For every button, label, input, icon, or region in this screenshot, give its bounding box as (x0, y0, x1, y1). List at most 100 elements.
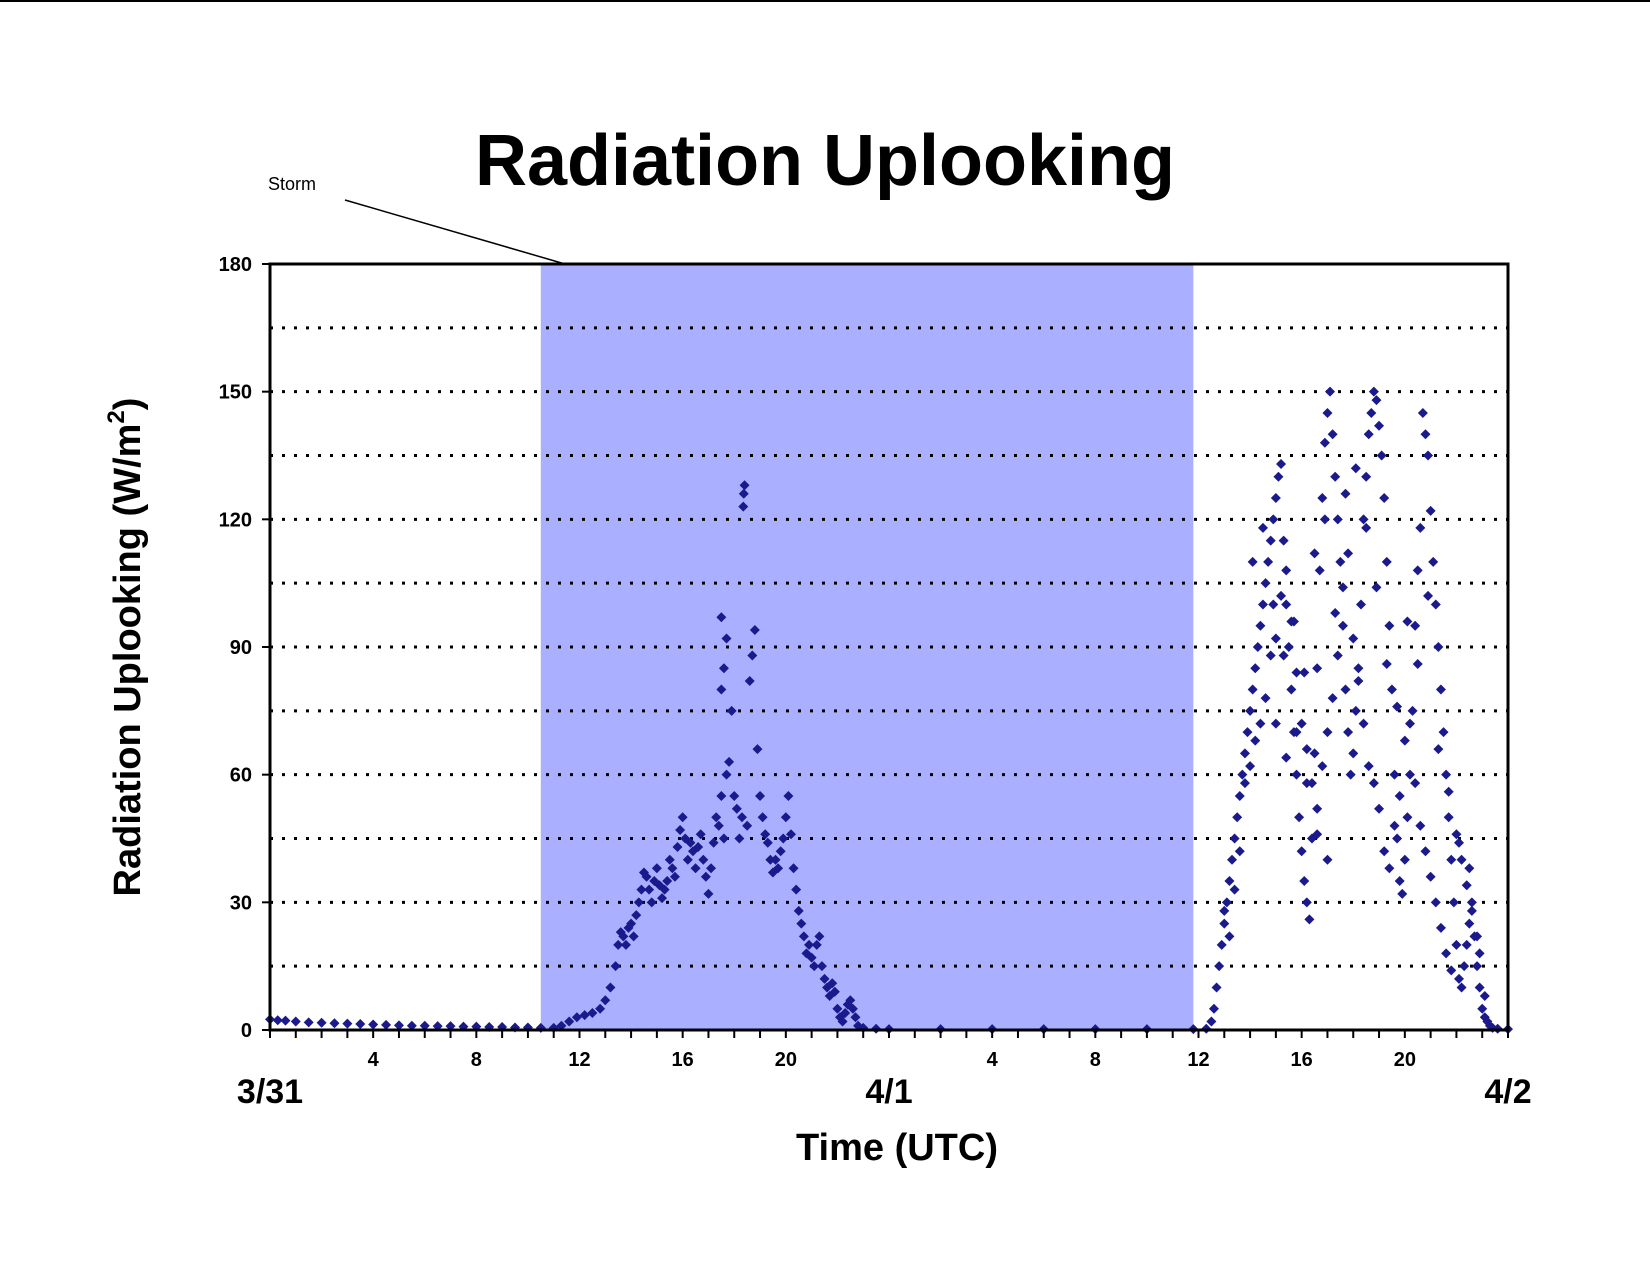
data-point (1219, 905, 1230, 916)
data-point (1420, 429, 1431, 440)
data-point (1423, 590, 1434, 601)
data-point (303, 1017, 314, 1028)
data-point (1451, 829, 1462, 840)
data-point (765, 854, 776, 865)
data-point (721, 769, 732, 780)
data-point (659, 884, 670, 895)
data-point (1237, 769, 1248, 780)
y-tick-label: 150 (219, 382, 252, 404)
grid-lines (270, 326, 1508, 968)
data-point (1327, 429, 1338, 440)
data-point (713, 820, 724, 831)
data-point (1312, 663, 1323, 674)
data-point (1337, 582, 1348, 593)
data-point (1229, 833, 1240, 844)
data-point (850, 1012, 861, 1023)
data-point (1348, 748, 1359, 759)
data-point (747, 650, 758, 661)
data-point (669, 871, 680, 882)
data-point (1474, 982, 1485, 993)
data-point (1260, 578, 1271, 589)
data-point (1394, 876, 1405, 887)
storm-annotation-leader (344, 199, 566, 265)
data-point (816, 961, 827, 972)
data-point (729, 790, 740, 801)
data-point (1245, 705, 1256, 716)
data-point (1399, 854, 1410, 865)
data-point (579, 1010, 590, 1021)
data-point (1466, 897, 1477, 908)
data-point (1361, 522, 1372, 533)
data-point (1379, 846, 1390, 857)
data-point (1453, 837, 1464, 848)
data-point (1219, 918, 1230, 929)
x-tick-label: 8 (1090, 1049, 1101, 1071)
data-point (641, 871, 652, 882)
data-point (693, 842, 704, 853)
data-point (1363, 761, 1374, 772)
data-point (1332, 514, 1343, 525)
data-point (783, 790, 794, 801)
data-point (1358, 718, 1369, 729)
data-point (1415, 522, 1426, 533)
data-point (1353, 676, 1364, 687)
data-point (1446, 965, 1457, 976)
data-point (708, 837, 719, 848)
data-point (1456, 854, 1467, 865)
data-point (785, 829, 796, 840)
data-point (1239, 748, 1250, 759)
data-point (1224, 931, 1235, 942)
data-point (667, 863, 678, 874)
data-point (605, 982, 616, 993)
data-point (1423, 450, 1434, 461)
data-point (1270, 718, 1281, 729)
data-point (1270, 633, 1281, 644)
data-point (695, 829, 706, 840)
data-point (1211, 982, 1222, 993)
data-point (1443, 786, 1454, 797)
data-point (1296, 718, 1307, 729)
y-tick-label: 60 (230, 765, 252, 787)
data-point (752, 744, 763, 755)
data-point (716, 612, 727, 623)
data-point (734, 833, 745, 844)
data-point (1358, 514, 1369, 525)
data-point (329, 1018, 340, 1029)
data-point (1371, 582, 1382, 593)
top-rule (0, 0, 1650, 2)
data-point (1247, 556, 1258, 567)
data-point (1229, 884, 1240, 895)
data-point (393, 1020, 404, 1031)
data-point (1451, 939, 1462, 950)
data-point (739, 480, 750, 491)
data-point (1392, 701, 1403, 712)
data-point (1389, 769, 1400, 780)
data-point (1433, 642, 1444, 652)
data-point (1273, 471, 1284, 482)
data-point (556, 1020, 567, 1031)
data-point (1456, 982, 1467, 993)
data-point (1312, 803, 1323, 814)
data-point (770, 854, 781, 865)
data-point (700, 871, 711, 882)
data-point (1417, 407, 1428, 418)
data-point (804, 939, 815, 950)
data-point (755, 790, 766, 801)
data-point (778, 833, 789, 844)
data-point (1337, 620, 1348, 631)
data-point (726, 705, 737, 716)
data-point (1350, 705, 1361, 716)
data-point (819, 973, 830, 984)
data-point (1216, 939, 1227, 950)
y-tick-label: 180 (219, 254, 252, 276)
data-point (1410, 620, 1421, 631)
data-point (1402, 616, 1413, 627)
data-point (1208, 1003, 1219, 1014)
data-point (718, 663, 729, 674)
data-point (1466, 905, 1477, 916)
data-point (1386, 684, 1397, 695)
data-point (1257, 522, 1268, 533)
data-point (718, 833, 729, 844)
data-point (1317, 493, 1328, 504)
data-point (1374, 803, 1385, 814)
